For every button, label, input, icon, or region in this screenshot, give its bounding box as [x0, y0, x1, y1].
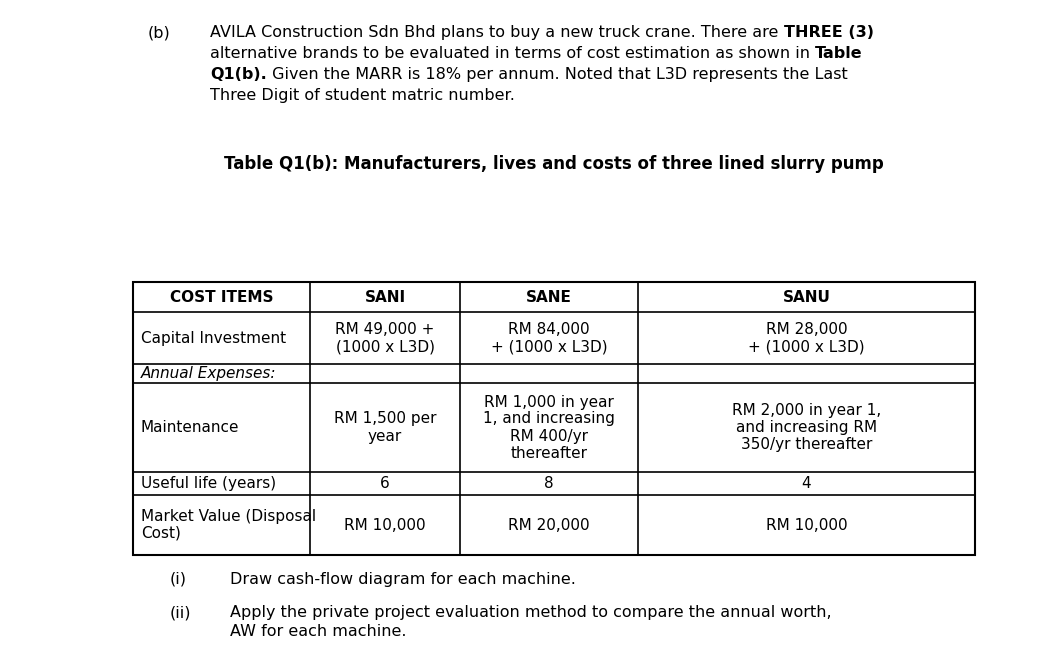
Text: Maintenance: Maintenance	[141, 420, 240, 435]
Text: THREE (3): THREE (3)	[783, 25, 874, 40]
Text: (i): (i)	[170, 572, 187, 587]
Bar	[133, 282, 975, 555]
Text: Useful life (years): Useful life (years)	[141, 476, 276, 491]
Text: RM 2,000 in year 1,: RM 2,000 in year 1,	[731, 403, 881, 418]
Text: Draw cash-flow diagram for each machine.: Draw cash-flow diagram for each machine.	[230, 572, 576, 587]
Text: RM 10,000: RM 10,000	[766, 518, 848, 532]
Text: Capital Investment: Capital Investment	[141, 331, 286, 346]
Text: + (1000 x L3D): + (1000 x L3D)	[490, 339, 608, 354]
Text: (b): (b)	[148, 25, 170, 40]
Text: RM 49,000 +: RM 49,000 +	[336, 322, 434, 337]
Text: Q1(b).: Q1(b).	[210, 67, 267, 82]
Text: thereafter: thereafter	[510, 446, 587, 460]
Text: Three Digit of student matric number.: Three Digit of student matric number.	[210, 88, 515, 103]
Text: COST ITEMS: COST ITEMS	[169, 289, 273, 305]
Text: year: year	[368, 428, 402, 444]
Text: Cost): Cost)	[141, 526, 181, 541]
Text: and increasing RM: and increasing RM	[736, 420, 877, 435]
Text: (1000 x L3D): (1000 x L3D)	[336, 339, 434, 354]
Text: Table Q1(b): Manufacturers, lives and costs of three lined slurry pump: Table Q1(b): Manufacturers, lives and co…	[224, 155, 884, 173]
Text: alternative brands to be evaluated in terms of cost estimation as shown in: alternative brands to be evaluated in te…	[210, 46, 816, 61]
Text: 4: 4	[802, 476, 811, 491]
Text: Table: Table	[816, 46, 862, 61]
Text: RM 1,500 per: RM 1,500 per	[334, 412, 436, 426]
Text: 350/yr thereafter: 350/yr thereafter	[741, 437, 872, 452]
Text: SANI: SANI	[365, 289, 405, 305]
Text: 8: 8	[544, 476, 554, 491]
Text: SANU: SANU	[782, 289, 830, 305]
Text: (ii): (ii)	[170, 605, 191, 620]
Text: Given the MARR is 18% per annum. Noted that L3D represents the Last: Given the MARR is 18% per annum. Noted t…	[267, 67, 848, 82]
Text: + (1000 x L3D): + (1000 x L3D)	[748, 339, 864, 354]
Text: 1, and increasing: 1, and increasing	[483, 412, 615, 426]
Text: RM 28,000: RM 28,000	[766, 322, 848, 337]
Text: RM 400/yr: RM 400/yr	[510, 428, 588, 444]
Text: Annual Expenses:: Annual Expenses:	[141, 366, 276, 381]
Text: SANE: SANE	[526, 289, 571, 305]
Text: RM 1,000 in year: RM 1,000 in year	[484, 394, 614, 410]
Text: 6: 6	[380, 476, 390, 491]
Text: Market Value (Disposal: Market Value (Disposal	[141, 509, 316, 524]
Text: RM 20,000: RM 20,000	[508, 518, 590, 532]
Text: Apply the private project evaluation method to compare the annual worth,: Apply the private project evaluation met…	[230, 605, 831, 620]
Text: AVILA Construction Sdn Bhd plans to buy a new truck crane. There are: AVILA Construction Sdn Bhd plans to buy …	[210, 25, 783, 40]
Text: RM 84,000: RM 84,000	[508, 322, 590, 337]
Text: RM 10,000: RM 10,000	[344, 518, 426, 532]
Text: AW for each machine.: AW for each machine.	[230, 624, 406, 639]
